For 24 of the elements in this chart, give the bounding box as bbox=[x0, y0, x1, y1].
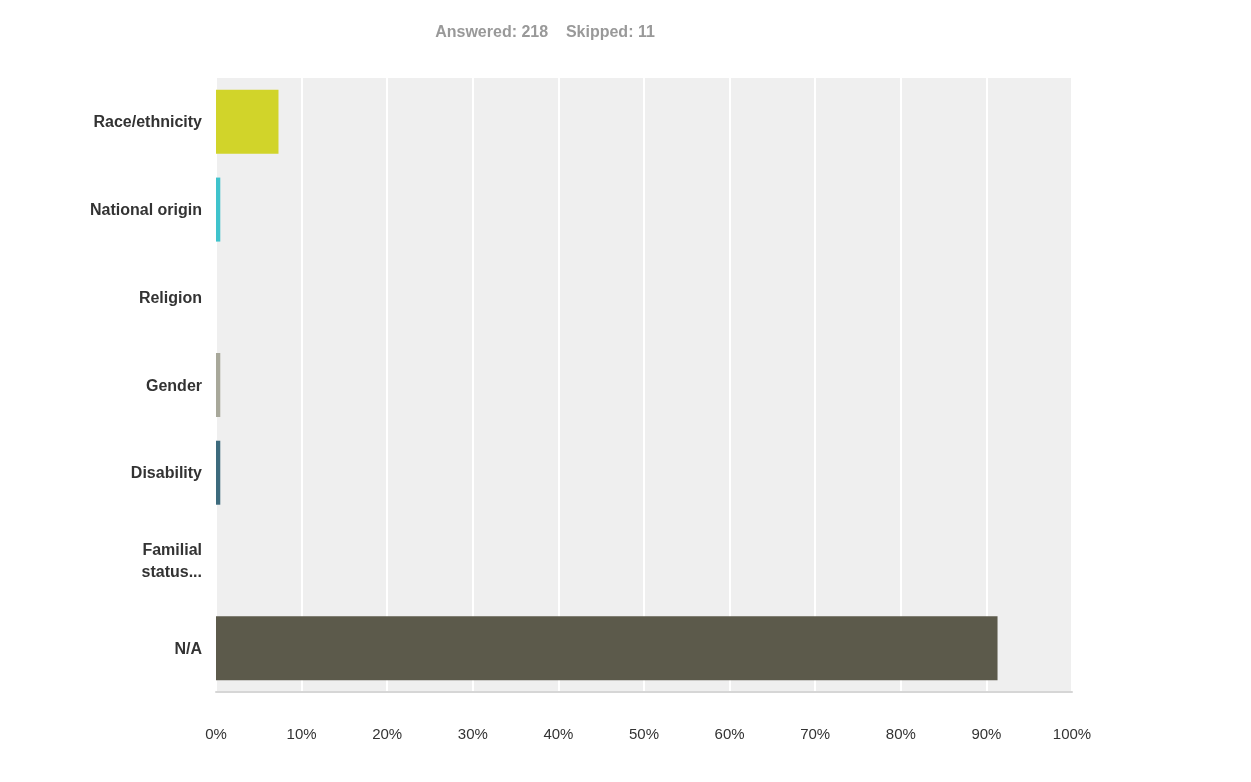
bar bbox=[216, 177, 221, 242]
x-tick-label: 70% bbox=[800, 725, 831, 742]
bar bbox=[216, 89, 279, 154]
y-tick-label: Religion bbox=[138, 288, 202, 306]
y-tick-label: N/A bbox=[174, 639, 203, 657]
y-tick-label: Race/ethnicity bbox=[93, 113, 203, 131]
y-tick-label: National origin bbox=[90, 201, 202, 219]
bar bbox=[216, 353, 221, 417]
x-tick-label: 90% bbox=[971, 725, 1002, 742]
x-tick-label: 20% bbox=[372, 725, 403, 742]
bar bbox=[216, 616, 998, 681]
x-tick-label: 60% bbox=[714, 725, 745, 742]
x-tick-label: 40% bbox=[543, 725, 574, 742]
y-tick-label: Familial status... bbox=[141, 540, 202, 580]
y-tick-label: Disability bbox=[130, 464, 203, 482]
x-tick-label: 10% bbox=[286, 725, 317, 742]
y-tick-label: Gender bbox=[145, 376, 202, 394]
x-tick-label: 100% bbox=[1052, 725, 1092, 742]
chart-title: Answered: 218 Skipped: 11 bbox=[435, 22, 655, 40]
x-tick-label: 30% bbox=[457, 725, 488, 742]
x-tick-label: 0% bbox=[205, 725, 227, 742]
x-tick-label: 80% bbox=[885, 725, 916, 742]
bar bbox=[216, 440, 221, 505]
x-tick-label: 50% bbox=[628, 725, 660, 742]
